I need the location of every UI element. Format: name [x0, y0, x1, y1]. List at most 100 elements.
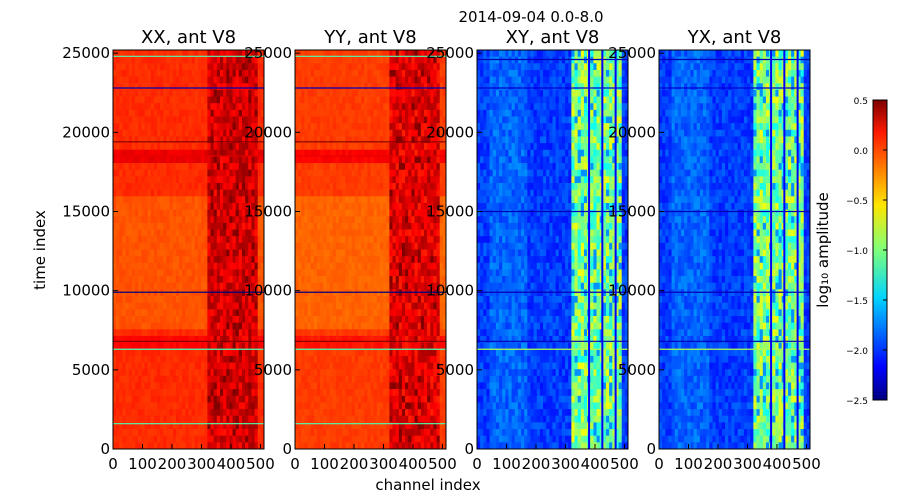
heatmap-cell [150, 282, 155, 290]
heatmap-cell [386, 123, 390, 131]
heatmap-cell [398, 302, 403, 310]
heatmap-cell [216, 56, 221, 64]
heatmap-cell [210, 109, 215, 117]
heatmap-cell [313, 176, 318, 184]
heatmap-cell [138, 129, 142, 137]
heatmap-cell [417, 282, 422, 290]
heatmap-cell [386, 296, 390, 304]
heatmap-cell [163, 256, 167, 264]
heatmap-cell [392, 176, 397, 184]
heatmap-cell [166, 236, 171, 244]
heatmap-cell [229, 402, 233, 410]
heatmap-cell [141, 76, 145, 84]
heatmap-cell [357, 262, 362, 270]
heatmap-cell [197, 349, 202, 357]
heatmap-cell [175, 355, 180, 363]
heatmap-cell [257, 50, 262, 58]
heatmap-cell [417, 83, 422, 91]
heatmap-cell [147, 442, 152, 450]
heatmap-cell [147, 249, 152, 257]
heatmap-cell [163, 316, 167, 324]
heatmap-cell [229, 116, 233, 124]
heatmap-cell [169, 256, 174, 264]
heatmap-cell [401, 282, 406, 290]
heatmap-cell [248, 442, 252, 450]
heatmap-cell [125, 249, 130, 257]
heatmap-cell [345, 329, 349, 337]
heatmap-cell [345, 109, 349, 117]
heatmap-cell [160, 355, 164, 363]
heatmap-cell [150, 375, 155, 383]
heatmap-cell [223, 129, 227, 137]
heatmap-cell [251, 209, 255, 217]
heatmap-cell [442, 242, 447, 250]
heatmap-cell [329, 89, 334, 97]
heatmap-cell [417, 296, 422, 304]
heatmap-cell [179, 409, 183, 417]
heatmap-cell [175, 183, 180, 191]
heatmap-cell [223, 236, 227, 244]
heatmap-cell [405, 169, 409, 177]
heatmap-cell [248, 256, 252, 264]
heatmap-cell [197, 409, 202, 417]
heatmap-cell [351, 222, 356, 230]
heatmap-cell [301, 163, 305, 171]
heatmap-cell [301, 136, 305, 144]
heatmap-cell [131, 289, 136, 297]
heatmap-cell [116, 89, 120, 97]
heatmap-cell [219, 316, 224, 324]
heatmap-cell [113, 149, 117, 157]
heatmap-cell [113, 422, 117, 430]
heatmap-cell [229, 309, 233, 317]
heatmap-cell [245, 89, 249, 97]
heatmap-cell [150, 382, 155, 390]
heatmap-cell [386, 176, 390, 184]
heatmap-cell [339, 163, 343, 171]
heatmap-cell [122, 302, 126, 310]
heatmap-cell [150, 249, 155, 257]
heatmap-cell [147, 309, 152, 317]
heatmap-cell [229, 156, 233, 164]
heatmap-cell [436, 209, 441, 217]
heatmap-cell [401, 329, 406, 337]
heatmap-cell [442, 269, 447, 277]
heatmap-cell [307, 96, 312, 104]
heatmap-cell [210, 342, 215, 350]
heatmap-cell [260, 123, 265, 131]
heatmap-cell [248, 282, 252, 290]
heatmap-cell [245, 322, 249, 330]
heatmap-cell [207, 69, 211, 77]
heatmap-cell [188, 209, 193, 217]
heatmap-cell [329, 189, 334, 197]
heatmap-cell [213, 389, 218, 397]
heatmap-cell [150, 89, 155, 97]
heatmap-cell [248, 109, 252, 117]
heatmap-cell [367, 50, 371, 58]
heatmap-cell [408, 222, 412, 230]
heatmap-cell [175, 196, 180, 204]
heatmap-cell [313, 103, 318, 111]
heatmap-cell [157, 116, 161, 124]
heatmap-cell [383, 76, 387, 84]
heatmap-cell [376, 143, 381, 151]
heatmap-cell [188, 442, 193, 450]
heatmap-cell [125, 229, 130, 237]
heatmap-cell [188, 309, 193, 317]
heatmap-cell [345, 129, 349, 137]
heatmap-cell [122, 442, 126, 450]
heatmap-cell [373, 149, 378, 157]
heatmap-cell [153, 242, 158, 250]
heatmap-cell [411, 209, 415, 217]
heatmap-cell [122, 369, 126, 377]
heatmap-cell [335, 196, 340, 204]
heatmap-cell [323, 103, 327, 111]
heatmap-cell [235, 209, 240, 217]
heatmap-cell [157, 183, 161, 191]
heatmap-cell [201, 355, 205, 363]
heatmap-cell [254, 282, 259, 290]
heatmap-cell [260, 183, 265, 191]
heatmap-cell [157, 329, 161, 337]
heatmap-cell [238, 395, 243, 403]
heatmap-cell [241, 342, 246, 350]
heatmap-cell [442, 63, 447, 71]
